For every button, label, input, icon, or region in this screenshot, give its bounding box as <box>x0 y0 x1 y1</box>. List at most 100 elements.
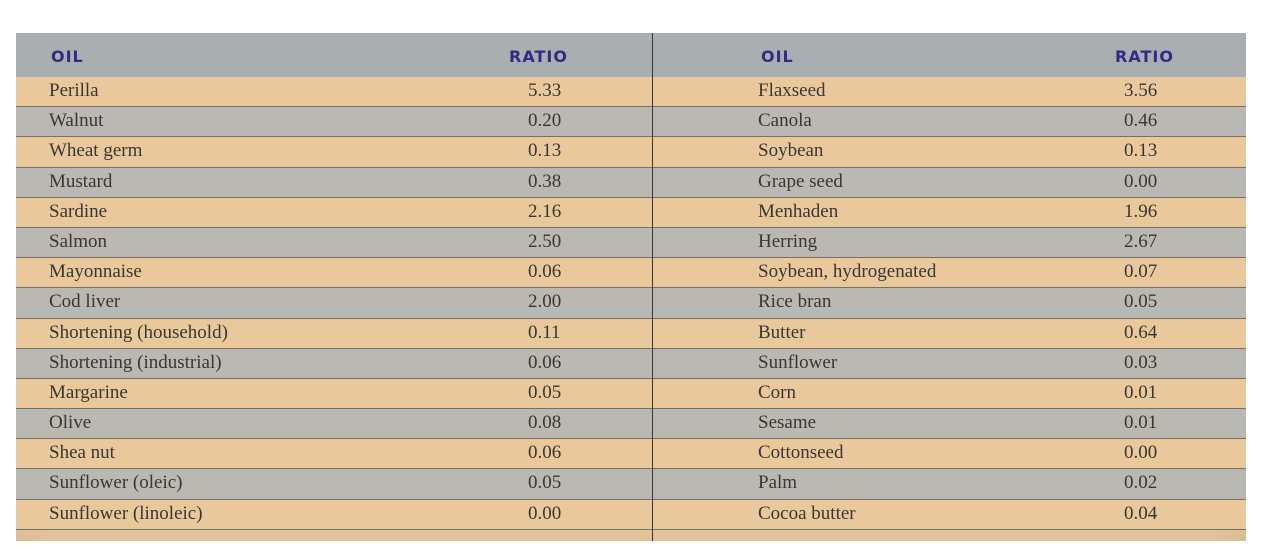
oil-name-cell: Grape seed <box>758 170 843 192</box>
ratio-value-cell: 0.06 <box>528 351 562 373</box>
ratio-value-cell: 2.67 <box>1124 230 1158 252</box>
oil-name-cell: Sardine <box>49 200 108 222</box>
oil-name-cell: Perilla <box>49 80 99 101</box>
table-row: Shortening (industrial) 0.06 <box>16 348 652 379</box>
table-row: Shea nut 0.06 <box>16 439 652 470</box>
ratio-value-cell: 0.01 <box>1124 381 1158 403</box>
table-row: Flaxseed 3.56 <box>653 77 1246 108</box>
ratio-value-cell: 3.56 <box>1124 80 1158 101</box>
table-row: Wheat germ 0.13 <box>16 137 652 168</box>
table-row: Sunflower (linoleic) 0.00 <box>16 499 652 530</box>
table-header-row: OIL RATIO <box>653 33 1246 78</box>
oil-name-cell: Wheat germ <box>49 140 143 162</box>
ratio-value-cell: 0.01 <box>1124 412 1158 434</box>
oil-name-cell: Salmon <box>49 230 108 252</box>
ratio-value-cell: 0.46 <box>1124 110 1158 132</box>
table-row: Sardine 2.16 <box>16 197 652 228</box>
table-row: Cocoa butter 0.04 <box>653 499 1246 530</box>
table-row: Shortening (household) 0.11 <box>16 318 652 349</box>
oil-name-cell: Palm <box>758 472 798 494</box>
ratio-value-cell: 2.00 <box>528 291 562 313</box>
table-row: Cod liver 2.00 <box>16 288 652 319</box>
oil-name-cell: Shea nut <box>49 442 115 464</box>
ratio-value-cell: 2.50 <box>528 230 562 252</box>
oil-column-header: OIL <box>51 47 84 66</box>
table-row: Perilla 5.33 <box>16 77 652 108</box>
oil-name-cell: Cottonseed <box>758 442 844 464</box>
ratio-value-cell: 0.64 <box>1124 321 1158 343</box>
ratio-value-cell: 1.96 <box>1124 200 1158 222</box>
ratio-value-cell: 0.13 <box>1124 140 1158 162</box>
ratio-value-cell: 0.03 <box>1124 351 1158 373</box>
table-row: Grape seed 0.00 <box>653 167 1246 198</box>
ratio-value-cell: 0.04 <box>1124 502 1158 524</box>
ratio-value-cell: 0.00 <box>528 502 562 524</box>
table-row: Margarine 0.05 <box>16 378 652 410</box>
table-row: Sunflower 0.03 <box>653 348 1246 379</box>
table-row: Rice bran 0.05 <box>653 288 1246 319</box>
oil-column-header: OIL <box>761 47 794 66</box>
table-row: Corn 0.01 <box>653 378 1246 410</box>
ratio-column-header: RATIO <box>509 47 568 66</box>
table-row: Palm 0.02 <box>653 469 1246 500</box>
ratio-value-cell: 0.06 <box>528 261 562 283</box>
oil-name-cell: Cocoa butter <box>758 502 856 524</box>
oil-name-cell: Sesame <box>758 412 817 434</box>
ratio-value-cell: 0.05 <box>1124 291 1158 313</box>
table-row: Herring 2.67 <box>653 227 1246 259</box>
oil-name-cell: Canola <box>758 110 812 132</box>
table-row: Mustard 0.38 <box>16 167 652 198</box>
table-row: Salmon 2.50 <box>16 227 652 259</box>
oil-name-cell: Mustard <box>49 170 113 192</box>
oil-name-cell: Butter <box>758 321 806 343</box>
oil-name-cell: Cod liver <box>49 291 121 313</box>
oil-name-cell: Olive <box>49 412 92 434</box>
table-row: Sunflower (oleic) 0.05 <box>16 469 652 500</box>
table-row: Cottonseed 0.00 <box>653 439 1246 470</box>
oil-name-cell: Margarine <box>49 381 128 403</box>
ratio-value-cell: 5.33 <box>528 80 562 101</box>
oil-name-cell: Shortening (household) <box>49 321 228 343</box>
oil-name-cell: Herring <box>758 230 818 252</box>
table-row: Butter 0.64 <box>653 318 1246 349</box>
oil-name-cell: Soybean <box>758 140 824 162</box>
oil-name-cell: Rice bran <box>758 291 832 313</box>
ratio-value-cell: 0.13 <box>528 140 562 162</box>
table-row: Mayonnaise 0.06 <box>16 258 652 289</box>
right-table-half: OIL RATIO Flaxseed 3.56 Canola 0.46 Soybean 0… <box>653 33 1246 541</box>
oil-name-cell: Shortening (industrial) <box>49 351 222 373</box>
ratio-value-cell: 0.00 <box>1124 442 1158 464</box>
oil-name-cell: Soybean, hydrogenated <box>758 261 937 283</box>
oil-name-cell: Flaxseed <box>758 80 826 101</box>
oil-name-cell: Mayonnaise <box>49 261 142 283</box>
oil-ratio-table: OIL RATIO Perilla 5.33 Walnut 0.20 Wheat ger… <box>16 33 1246 541</box>
table-row: Walnut 0.20 <box>16 107 652 138</box>
left-table-body: Perilla 5.33 Walnut 0.20 Wheat germ 0.13 Musta… <box>16 77 652 530</box>
ratio-value-cell: 0.05 <box>528 381 562 403</box>
ratio-column-header: RATIO <box>1115 47 1174 66</box>
column-divider <box>652 33 653 541</box>
table-row: Olive 0.08 <box>16 409 652 440</box>
table-row: Canola 0.46 <box>653 107 1246 138</box>
ratio-value-cell: 0.38 <box>528 170 562 192</box>
table-row: Menhaden 1.96 <box>653 197 1246 228</box>
ratio-value-cell: 0.05 <box>528 472 562 494</box>
left-table-half: OIL RATIO Perilla 5.33 Walnut 0.20 Wheat ger… <box>16 33 652 541</box>
table-row: Soybean, hydrogenated 0.07 <box>653 258 1246 289</box>
ratio-value-cell: 0.06 <box>528 442 562 464</box>
ratio-value-cell: 0.08 <box>528 412 562 434</box>
ratio-value-cell: 0.02 <box>1124 472 1158 494</box>
ratio-value-cell: 0.00 <box>1124 170 1158 192</box>
table-row: Sesame 0.01 <box>653 409 1246 440</box>
table-row: Soybean 0.13 <box>653 137 1246 168</box>
ratio-value-cell: 0.20 <box>528 110 562 132</box>
oil-name-cell: Menhaden <box>758 200 839 222</box>
oil-name-cell: Sunflower (linoleic) <box>49 502 203 524</box>
oil-name-cell: Walnut <box>49 110 104 132</box>
ratio-value-cell: 0.11 <box>528 321 561 343</box>
oil-name-cell: Corn <box>758 381 796 403</box>
right-table-body: Flaxseed 3.56 Canola 0.46 Soybean 0.13 Grape s… <box>653 77 1246 530</box>
ratio-value-cell: 2.16 <box>528 200 562 222</box>
oil-name-cell: Sunflower <box>758 351 838 373</box>
